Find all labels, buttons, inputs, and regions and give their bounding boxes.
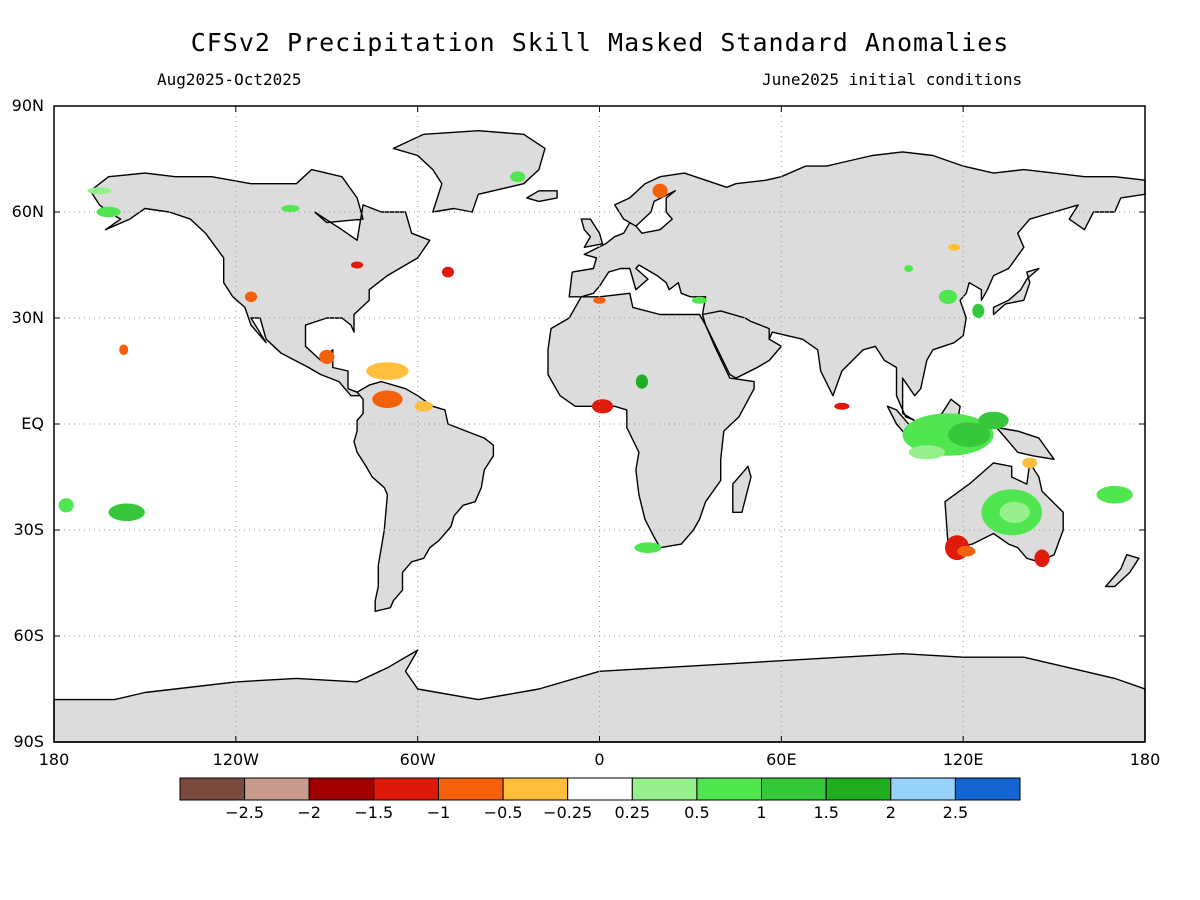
- land-japan: [992, 267, 1040, 316]
- lon-tick-label: 120W: [212, 750, 259, 769]
- lat-tick-label: 90S: [13, 732, 44, 751]
- colorbar-label: −1.5: [354, 803, 393, 822]
- init-label: June2025 initial conditions: [762, 70, 1023, 89]
- anomaly-patch: [957, 545, 976, 557]
- period-label: Aug2025-Oct2025: [157, 70, 302, 89]
- anomaly-patch: [1096, 485, 1133, 504]
- lat-tick-label: EQ: [21, 414, 44, 433]
- colorbar-swatch: [244, 777, 310, 801]
- land-greenland: [392, 129, 546, 213]
- anomaly-patch: [593, 296, 606, 304]
- anomaly-patch: [58, 498, 74, 513]
- chart-title: CFSv2 Precipitation Skill Masked Standar…: [190, 28, 1010, 57]
- colorbar-swatch: [308, 777, 375, 801]
- lon-tick-label: 0: [594, 750, 605, 769]
- anomaly-patch: [834, 402, 850, 410]
- colorbar-swatch: [954, 777, 1021, 801]
- land-new-zealand: [1104, 554, 1140, 588]
- lat-tick-label: 60N: [11, 202, 44, 221]
- colorbar-label: 1.5: [813, 803, 838, 822]
- colorbar-swatch: [631, 777, 698, 801]
- anomaly-patch: [904, 265, 914, 272]
- anomaly-patch: [938, 289, 958, 304]
- anomaly-patch: [948, 243, 961, 251]
- anomaly-patch: [372, 390, 403, 409]
- anomaly-patch: [319, 349, 335, 364]
- land-iceland: [526, 190, 558, 203]
- anomaly-patch: [999, 501, 1030, 523]
- lon-tick-label: 180: [1129, 750, 1161, 769]
- anomaly-patch: [366, 362, 409, 380]
- anomaly-patch: [652, 183, 668, 198]
- anomaly-patch: [510, 171, 526, 182]
- anomaly-patch: [351, 261, 364, 269]
- land-north-america: [89, 168, 431, 397]
- land-madagascar: [732, 465, 752, 513]
- colorbar-label: 2.5: [943, 803, 968, 822]
- colorbar-swatch: [761, 777, 827, 801]
- lon-tick-label: 120E: [942, 750, 984, 769]
- colorbar-swatch: [825, 777, 892, 801]
- anomaly-patch: [281, 205, 300, 212]
- anomaly-patch: [908, 445, 945, 460]
- anomaly-patch: [978, 411, 1009, 430]
- anomaly-patch: [948, 422, 991, 447]
- anomaly-patch: [1022, 457, 1038, 469]
- anomaly-patch: [96, 206, 121, 218]
- anomaly-patch: [634, 542, 662, 553]
- lat-tick-label: 60S: [13, 626, 44, 645]
- lat-tick-label: 30N: [11, 308, 44, 327]
- anomaly-patch: [108, 503, 145, 522]
- grid-lines: [54, 106, 1145, 742]
- anomaly-patch: [244, 291, 258, 303]
- land-new-guinea: [995, 426, 1055, 460]
- anomaly-patch: [119, 344, 129, 356]
- colorbar: −2.5 −2 −1.5 −1 −0.5 −0.25 0.25 0.5 1 1.5 2 2.5: [179, 777, 1021, 822]
- anomaly-patch: [441, 266, 455, 278]
- colorbar-label: −0.25: [543, 803, 592, 822]
- axis-ticks: [53, 105, 1146, 743]
- colorbar-swatch: [373, 777, 439, 801]
- colorbar-label: 0.25: [614, 803, 650, 822]
- lon-tick-label: 60E: [766, 750, 797, 769]
- lon-tick-label: 60W: [399, 750, 436, 769]
- land-eurasia: [568, 151, 1146, 422]
- colorbar-label: −2: [297, 803, 321, 822]
- land-south-america: [353, 380, 495, 612]
- colorbar-swatch: [567, 777, 633, 801]
- colorbar-label: −1: [427, 803, 451, 822]
- anomaly-patch: [635, 374, 649, 389]
- colorbar-swatch: [502, 777, 569, 801]
- colorbar-swatch: [890, 777, 956, 801]
- colorbar-label: 2: [886, 803, 896, 822]
- anomaly-layer: [58, 171, 1133, 568]
- colorbar-label: −2.5: [225, 803, 264, 822]
- anomaly-patch: [414, 401, 433, 412]
- colorbar-label: 0.5: [684, 803, 709, 822]
- colorbar-label: −0.5: [484, 803, 523, 822]
- colorbar-swatch: [179, 777, 246, 801]
- lat-tick-label: 30S: [13, 520, 44, 539]
- colorbar-swatch: [438, 777, 504, 801]
- colorbar-label: 1: [756, 803, 766, 822]
- anomaly-patch: [972, 303, 985, 318]
- land-uk: [580, 218, 604, 249]
- anomaly-patch: [591, 399, 614, 414]
- colorbar-swatch: [696, 777, 763, 801]
- lat-tick-label: 90N: [11, 96, 44, 115]
- anomaly-patch: [691, 296, 708, 304]
- anomaly-patch: [1034, 549, 1050, 568]
- lon-tick-label: 180: [38, 750, 70, 769]
- anomaly-patch: [87, 187, 112, 195]
